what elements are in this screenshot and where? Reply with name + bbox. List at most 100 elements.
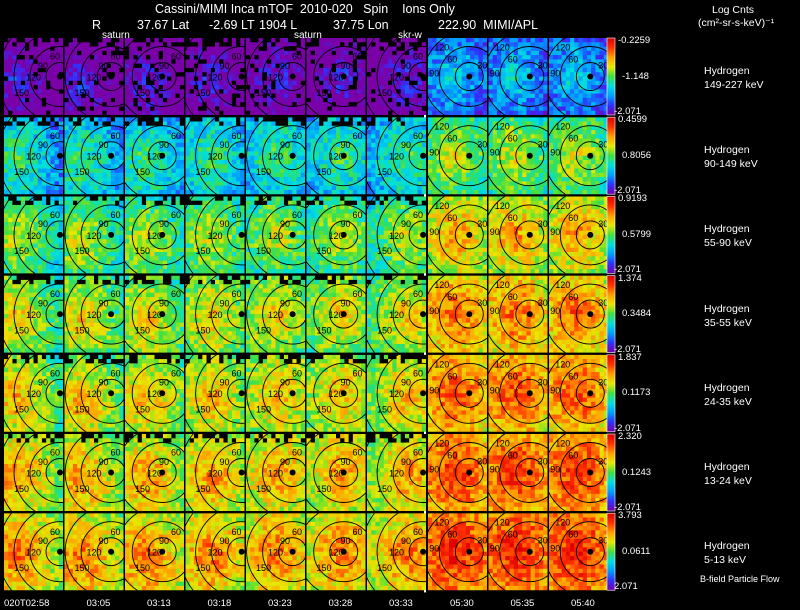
heatmap-cell bbox=[185, 63, 191, 69]
heatmap-cell bbox=[319, 42, 324, 47]
heatmap-cell bbox=[344, 164, 349, 169]
heatmap-cell bbox=[465, 147, 471, 152]
heatmap-cell bbox=[396, 63, 402, 69]
heatmap-cell bbox=[357, 42, 362, 47]
heatmap-cell bbox=[246, 142, 251, 148]
heatmap-cell bbox=[409, 159, 414, 165]
heatmap-cell bbox=[522, 189, 527, 195]
heatmap-cell bbox=[227, 93, 233, 99]
heatmap-cell bbox=[361, 117, 366, 122]
heatmap-cell bbox=[258, 172, 264, 178]
heatmap-cell bbox=[530, 155, 536, 161]
heatmap-cell bbox=[292, 125, 297, 131]
heatmap-cell bbox=[85, 189, 91, 195]
heatmap-cell bbox=[106, 134, 112, 139]
heatmap-cell bbox=[522, 72, 527, 77]
heatmap-cell bbox=[77, 76, 82, 82]
heatmap-cell bbox=[344, 67, 349, 73]
heatmap-cell bbox=[404, 46, 410, 52]
heatmap-cell bbox=[77, 177, 82, 182]
heatmap-cell bbox=[258, 67, 264, 73]
heatmap-cell bbox=[428, 42, 433, 47]
heatmap-cell bbox=[413, 147, 418, 152]
heatmap-cell bbox=[518, 80, 523, 86]
heatmap-cell bbox=[518, 38, 523, 43]
heatmap-cell bbox=[215, 97, 220, 103]
heatmap-cell bbox=[578, 106, 584, 112]
heatmap-cell bbox=[375, 76, 380, 82]
heatmap-cell bbox=[432, 130, 437, 135]
heatmap-cell bbox=[81, 121, 86, 127]
heatmap-cell bbox=[336, 59, 341, 64]
heatmap-cell bbox=[578, 85, 584, 90]
heatmap-cell bbox=[482, 121, 487, 127]
heatmap-cell bbox=[436, 151, 441, 156]
heatmap-cell bbox=[534, 97, 540, 103]
heatmap-cell bbox=[388, 85, 393, 90]
heatmap-cell bbox=[561, 80, 567, 86]
heatmap-cell bbox=[314, 102, 320, 107]
heatmap-cell bbox=[98, 155, 103, 161]
heatmap-cell bbox=[319, 80, 324, 86]
heatmap-cell bbox=[417, 42, 423, 47]
heatmap-cell bbox=[449, 80, 454, 86]
heatmap-cell bbox=[513, 102, 519, 107]
heatmap-cell bbox=[106, 138, 112, 144]
heatmap-cell bbox=[417, 106, 423, 112]
heatmap-cell bbox=[219, 97, 224, 103]
heatmap-cell bbox=[300, 38, 305, 43]
heatmap-cell bbox=[413, 177, 418, 182]
heatmap-cell bbox=[306, 38, 312, 43]
heatmap-cell bbox=[41, 155, 47, 161]
heatmap-cell bbox=[432, 125, 437, 131]
heatmap-cell bbox=[505, 67, 510, 73]
heatmap-cell bbox=[492, 42, 498, 47]
heatmap-cell bbox=[271, 55, 276, 60]
heatmap-cell bbox=[436, 76, 441, 82]
heatmap-cell bbox=[29, 181, 34, 186]
heatmap-cell bbox=[198, 121, 203, 127]
heatmap-cell bbox=[54, 130, 60, 135]
heatmap-cell bbox=[375, 125, 380, 131]
heatmap-cell bbox=[64, 93, 70, 99]
heatmap-cell bbox=[77, 85, 82, 90]
heatmap-cell bbox=[33, 46, 39, 52]
heatmap-cell bbox=[539, 42, 544, 47]
heatmap-cell bbox=[440, 130, 446, 135]
heatmap-cell bbox=[8, 85, 13, 90]
heatmap-cell bbox=[81, 168, 86, 174]
heatmap-cell bbox=[206, 93, 212, 99]
heatmap-cell bbox=[449, 142, 454, 148]
heatmap-cell bbox=[288, 59, 293, 64]
heatmap-cell bbox=[72, 50, 78, 56]
heatmap-cell bbox=[125, 89, 130, 94]
heatmap-cell bbox=[167, 125, 172, 131]
heatmap-cell bbox=[254, 93, 259, 99]
heatmap-cell bbox=[400, 59, 406, 64]
heatmap-cell bbox=[119, 125, 124, 131]
heatmap-cell bbox=[319, 130, 324, 135]
heatmap-cell bbox=[501, 46, 506, 52]
heatmap-cell bbox=[58, 181, 63, 186]
heatmap-cell bbox=[388, 97, 393, 103]
heatmap-cell bbox=[496, 38, 502, 43]
heatmap-cell bbox=[336, 67, 341, 73]
heatmap-cell bbox=[501, 110, 506, 115]
heatmap-cell bbox=[64, 185, 70, 191]
heatmap-cell bbox=[137, 134, 143, 139]
heatmap-cell bbox=[319, 63, 324, 69]
heatmap-cell bbox=[46, 42, 51, 47]
heatmap-cell bbox=[37, 63, 43, 69]
heatmap-cell bbox=[599, 67, 605, 73]
heatmap-cell bbox=[189, 67, 195, 73]
heatmap-cell bbox=[12, 177, 17, 182]
heatmap-cell bbox=[518, 125, 523, 131]
heatmap-cell bbox=[33, 89, 39, 94]
heatmap-cell bbox=[543, 50, 548, 56]
heatmap-cell bbox=[488, 130, 494, 135]
heatmap-cell bbox=[162, 97, 168, 103]
heatmap-cell bbox=[227, 147, 233, 152]
heatmap-cell bbox=[383, 50, 389, 56]
heatmap-cell bbox=[267, 50, 272, 56]
heatmap-cell bbox=[509, 89, 515, 94]
